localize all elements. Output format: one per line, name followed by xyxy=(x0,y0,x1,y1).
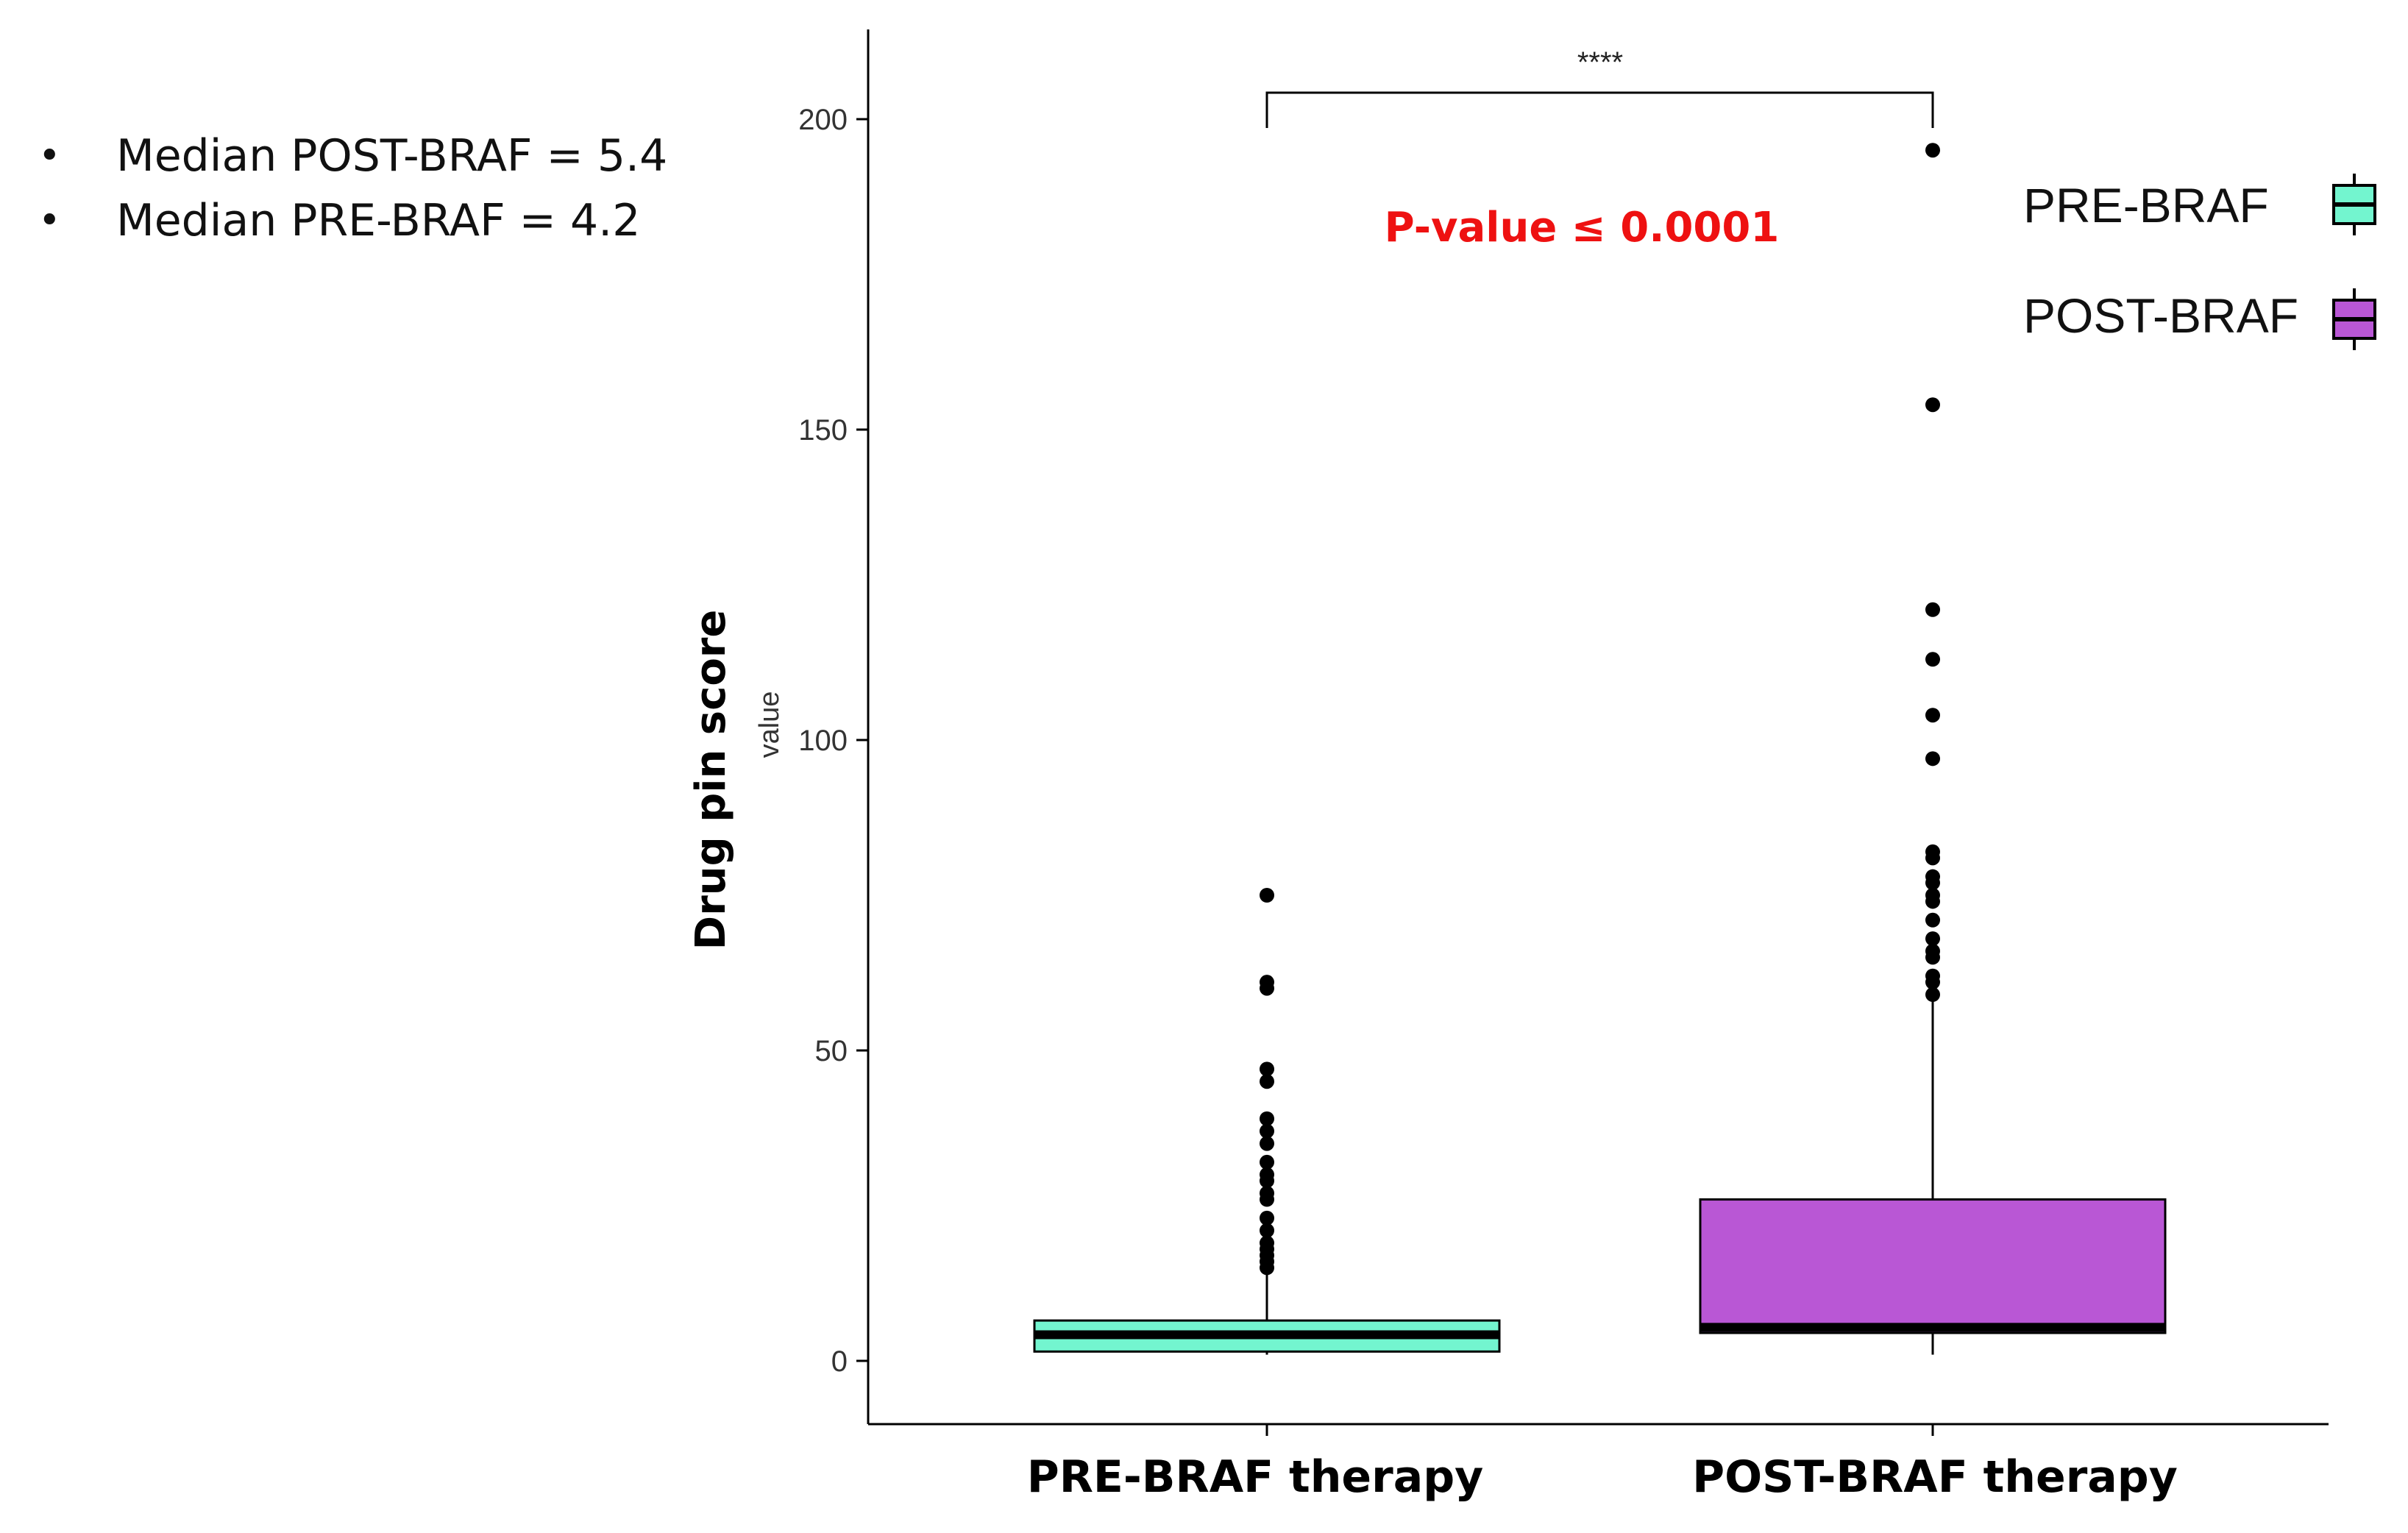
outlier-point xyxy=(1260,1061,1274,1077)
y-tick-label: 0 xyxy=(831,1345,848,1378)
legend-key-post xyxy=(2332,288,2376,350)
y-axis-label: Drug pin score xyxy=(687,610,735,950)
outlier-point xyxy=(1260,1123,1274,1139)
note-median-pre: Median PRE-BRAF = 4.2 xyxy=(29,188,667,253)
significance-stars: **** xyxy=(1577,46,1623,79)
note-median-post: Median POST-BRAF = 5.4 xyxy=(29,124,667,188)
y-tick-label: 200 xyxy=(798,104,848,136)
outlier-point xyxy=(1925,943,1940,958)
labels: Drug pin score value **** P-value ≤ 0.00… xyxy=(687,46,2178,1503)
outlier-point xyxy=(1260,1111,1274,1126)
significance-bracket xyxy=(1265,91,1934,128)
legend-key-pre xyxy=(2332,174,2376,235)
outlier-points xyxy=(1260,143,1940,1276)
outlier-point xyxy=(1925,602,1940,617)
outlier-point xyxy=(1925,888,1940,903)
outlier-point xyxy=(1925,869,1940,884)
outlier-point xyxy=(1260,1223,1274,1238)
outlier-point xyxy=(1925,143,1940,158)
outlier-point xyxy=(1260,888,1274,903)
outlier-point xyxy=(1925,931,1940,947)
outlier-point xyxy=(1260,975,1274,990)
y-tick-label: 150 xyxy=(798,414,848,447)
outlier-point xyxy=(1260,1167,1274,1182)
outlier-point xyxy=(1925,708,1940,723)
y-axis-sublabel: value xyxy=(754,691,785,758)
legend-label-pre: PRE-BRAF xyxy=(2023,178,2269,232)
median-notes: Median POST-BRAF = 5.4 Median PRE-BRAF =… xyxy=(29,124,667,253)
box-iqr xyxy=(1699,1198,2167,1334)
y-tick-label: 50 xyxy=(815,1035,848,1067)
legend: PRE-BRAF POST-BRAF xyxy=(2023,174,2376,350)
x-tick-label-post: POST-BRAF therapy xyxy=(1692,1451,2178,1503)
outlier-point xyxy=(1925,397,1940,413)
outlier-point xyxy=(1925,912,1940,928)
outlier-point xyxy=(1260,1210,1274,1226)
x-tick-label-pre: PRE-BRAF therapy xyxy=(1027,1451,1484,1503)
legend-label-post: POST-BRAF xyxy=(2023,288,2298,343)
box-post-braf xyxy=(1699,1000,2167,1355)
outlier-point xyxy=(1260,1154,1274,1170)
y-tick-label: 100 xyxy=(798,725,848,757)
box-pre-braf xyxy=(1033,1267,1501,1355)
outlier-point xyxy=(1925,987,1940,1003)
outlier-point xyxy=(1925,652,1940,667)
p-value-annotation: P-value ≤ 0.0001 xyxy=(1385,204,1780,252)
boxes xyxy=(1033,1000,2167,1355)
outlier-point xyxy=(1260,1074,1274,1089)
outlier-point xyxy=(1260,1186,1274,1201)
outlier-point xyxy=(1925,968,1940,984)
outlier-point xyxy=(1260,1136,1274,1151)
outlier-point xyxy=(1925,844,1940,859)
outlier-point xyxy=(1925,751,1940,766)
axes: 0 50 100 150 200 xyxy=(798,29,2329,1436)
outlier-point xyxy=(1260,1235,1274,1251)
